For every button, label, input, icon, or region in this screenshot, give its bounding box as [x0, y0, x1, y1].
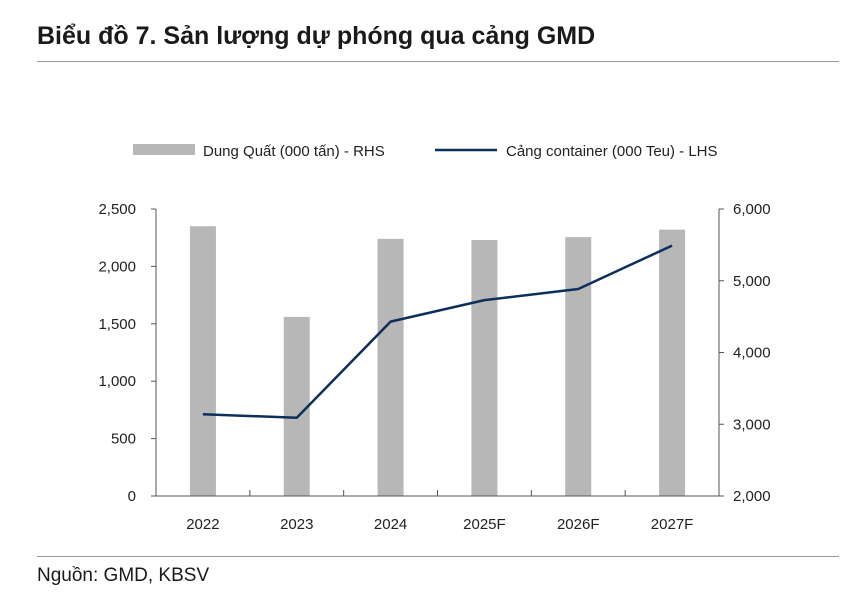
line-series-container [202, 244, 673, 420]
x-tick-label: 2022 [186, 516, 219, 533]
bar-2026F [565, 237, 592, 496]
left-tick-label: 2,500 [98, 201, 136, 218]
legend-bar-label: Dung Quất (000 tấn) - RHS [203, 143, 385, 160]
right-tick-label: 3,000 [733, 416, 771, 433]
left-tick-label: 2,000 [98, 258, 136, 275]
bar-2025F [471, 239, 498, 496]
left-tick-label: 1,500 [98, 316, 136, 333]
left-tick-label: 500 [111, 431, 136, 448]
x-tick-label: 2024 [374, 516, 407, 533]
x-tick-label: 2027F [651, 516, 694, 533]
source-divider [37, 556, 839, 557]
right-tick-label: 6,000 [733, 201, 771, 218]
source-note: Nguồn: GMD, KBSV [37, 565, 210, 586]
title-divider [37, 61, 839, 62]
right-tick-label: 4,000 [733, 345, 771, 362]
bar-2027F [659, 229, 686, 496]
left-tick-label: 1,000 [98, 373, 136, 390]
x-tick-label: 2025F [463, 516, 506, 533]
x-tick-label: 2023 [280, 516, 313, 533]
bar-2024 [377, 238, 404, 496]
bar-2022 [189, 226, 216, 496]
legend-line-label: Cảng container (000 Teu) - LHS [506, 143, 718, 160]
left-tick-label: 0 [128, 488, 136, 505]
x-tick-label: 2026F [557, 516, 600, 533]
legend-bar-swatch [133, 144, 195, 155]
bar-2023 [283, 316, 310, 496]
right-tick-label: 2,000 [733, 488, 771, 505]
chart-title: Biểu đồ 7. Sản lượng dự phóng qua cảng G… [37, 22, 596, 50]
right-tick-label: 5,000 [733, 273, 771, 290]
